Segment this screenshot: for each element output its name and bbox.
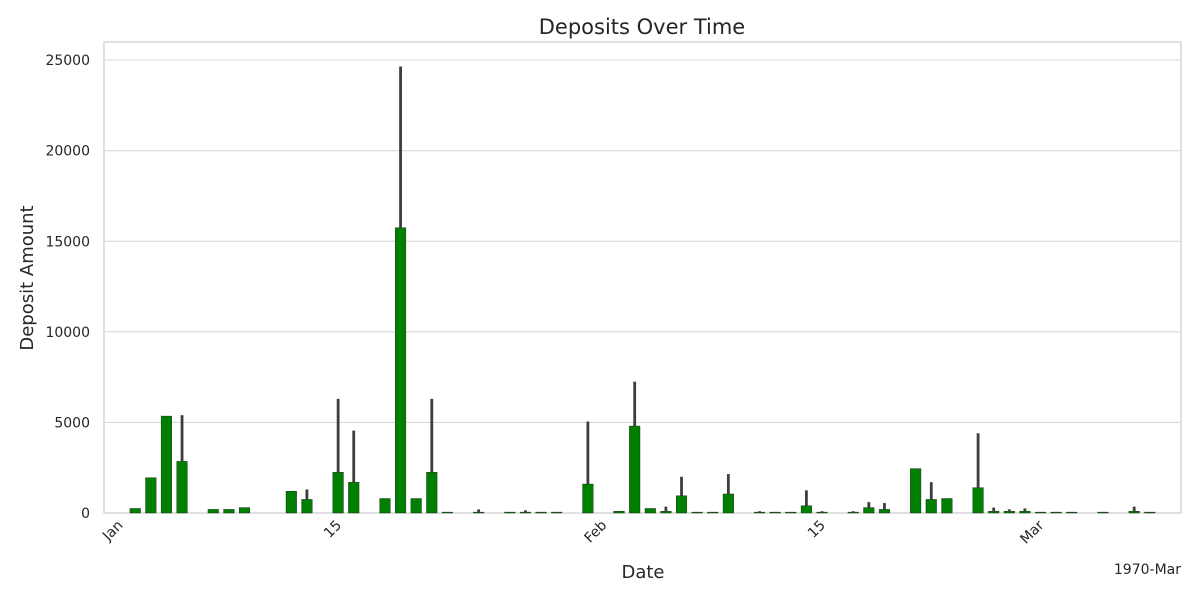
plot-area	[103, 41, 1182, 514]
bar	[160, 415, 172, 514]
bar	[1050, 511, 1062, 514]
bar	[1144, 511, 1156, 514]
error-bars	[180, 66, 1136, 513]
bar	[816, 511, 828, 514]
bar	[644, 508, 656, 514]
bar	[519, 511, 531, 514]
y-tick-label: 15000	[45, 234, 90, 250]
x-tick-label: Jan	[99, 518, 126, 545]
bar	[426, 472, 438, 514]
bar	[1035, 511, 1047, 514]
chart-title: Deposits Over Time	[539, 15, 745, 39]
y-tick-label: 10000	[45, 325, 90, 341]
x-tick-label: Feb	[581, 517, 610, 546]
bar	[722, 493, 734, 514]
y-tick-label: 5000	[54, 415, 90, 431]
x-axis-label: Date	[621, 562, 664, 583]
bar	[660, 510, 672, 514]
x-tick-label: 15	[805, 518, 829, 542]
bar	[972, 487, 984, 514]
x-offset-label: 1970-Mar	[1114, 562, 1181, 578]
bar	[348, 482, 360, 514]
bar	[1019, 510, 1031, 514]
bar	[129, 508, 141, 514]
bar	[988, 510, 1000, 514]
bar	[676, 495, 688, 514]
bar	[145, 477, 157, 514]
x-tick-label: Mar	[1017, 517, 1047, 547]
bar	[395, 227, 407, 514]
bar	[551, 511, 563, 514]
y-gridlines	[104, 59, 1181, 423]
bar	[1128, 510, 1140, 514]
bar	[223, 509, 235, 514]
y-tick-label: 20000	[45, 144, 90, 160]
bar	[1003, 510, 1015, 514]
bar	[410, 498, 422, 514]
bar	[707, 511, 719, 514]
bar	[800, 505, 812, 514]
bar	[301, 499, 313, 514]
bar	[629, 425, 641, 514]
bar	[863, 507, 875, 514]
bar	[238, 507, 250, 514]
bar	[582, 483, 594, 514]
bar	[176, 461, 188, 514]
bar	[691, 511, 703, 514]
y-tick-label: 0	[81, 506, 90, 522]
y-axis-label: Deposit Amount	[17, 205, 38, 350]
bar	[878, 509, 890, 514]
bar	[441, 511, 453, 514]
x-tick-label: 15	[321, 518, 345, 542]
x-tick-labels: Jan 15 Feb 15 Mar	[99, 517, 1047, 547]
bar	[925, 499, 937, 514]
bar	[910, 468, 922, 514]
y-tick-labels: 0 5000 10000 15000 20000 25000	[45, 53, 90, 522]
bar	[332, 472, 344, 514]
bar	[847, 511, 859, 514]
bar	[207, 509, 219, 514]
bar	[285, 491, 297, 514]
bar	[1097, 511, 1109, 514]
bar	[769, 511, 781, 514]
bar	[1066, 511, 1078, 514]
bar	[941, 498, 953, 514]
bar	[785, 511, 797, 514]
bar	[379, 498, 391, 514]
bar	[754, 511, 766, 514]
bar	[613, 510, 625, 514]
bar	[504, 511, 516, 514]
bar	[535, 511, 547, 514]
y-tick-label: 25000	[45, 53, 90, 69]
bar	[473, 511, 485, 514]
